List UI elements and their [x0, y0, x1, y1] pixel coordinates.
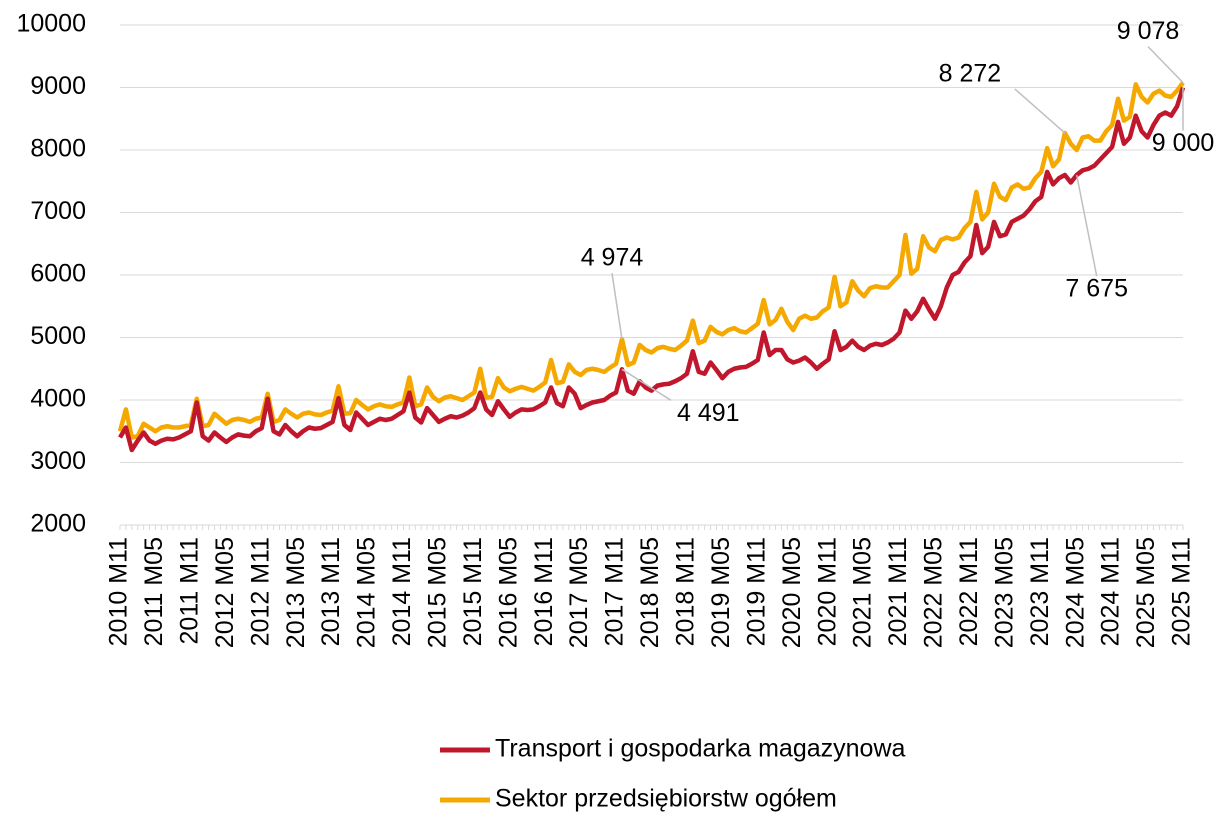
x-tick-label: 2017 M05: [565, 537, 593, 648]
y-tick-label: 3000: [30, 447, 86, 475]
x-tick-label: 2023 M11: [1026, 537, 1054, 646]
x-tick-label: 2024 M11: [1097, 537, 1125, 646]
x-tick-label: 2016 M11: [530, 537, 558, 646]
x-tick-label: 2013 M11: [317, 537, 345, 646]
x-tick-label: 2014 M05: [353, 537, 381, 648]
y-tick-label: 10000: [16, 10, 86, 38]
x-tick-label: 2011 M11: [175, 537, 203, 644]
x-tick-label: 2025 M05: [1132, 537, 1160, 648]
x-tick-label: 2013 M05: [282, 537, 310, 648]
x-tick-label: 2012 M05: [211, 537, 239, 648]
data-label: 4 491: [677, 399, 740, 427]
x-tick-label: 2010 M11: [105, 537, 133, 646]
y-tick-label: 4000: [30, 385, 86, 413]
x-tick-label: 2021 M05: [849, 537, 877, 648]
leader-line: [1147, 46, 1184, 84]
series-line: [117, 81, 1185, 440]
x-tick-label: 2020 M05: [778, 537, 806, 648]
x-tick-label: 2022 M05: [920, 537, 948, 648]
x-tick-label: 2016 M05: [494, 537, 522, 648]
data-label: 9 078: [1117, 17, 1180, 45]
x-tick-label: 2022 M11: [955, 537, 983, 646]
x-tick-label: 2024 M05: [1061, 537, 1089, 648]
x-tick-label: 2018 M05: [636, 537, 664, 648]
data-label: 7 675: [1065, 275, 1128, 303]
x-tick-label: 2019 M05: [707, 537, 735, 648]
y-tick-label: 5000: [30, 322, 86, 350]
legend-label: Sektor przedsiębiorstw ogółem: [495, 785, 837, 813]
series-line: [118, 86, 1186, 453]
x-tick-label: 2017 M11: [601, 537, 629, 646]
y-tick-label: 9000: [30, 72, 86, 100]
data-label: 8 272: [939, 60, 1002, 88]
leader-line: [621, 368, 672, 401]
x-tick-label: 2018 M11: [672, 537, 700, 646]
y-tick-label: 6000: [30, 260, 86, 288]
x-tick-label: 2011 M05: [140, 537, 168, 646]
y-tick-label: 7000: [30, 197, 86, 225]
legend-label: Transport i gospodarka magazynowa: [495, 735, 905, 763]
x-tick-label: 2014 M11: [388, 537, 416, 646]
x-tick-label: 2023 M05: [990, 537, 1018, 648]
data-label: 9 000: [1152, 129, 1215, 157]
leader-line: [1075, 174, 1098, 277]
leader-line: [1014, 88, 1066, 134]
x-tick-label: 2020 M11: [813, 537, 841, 646]
x-tick-label: 2015 M05: [424, 537, 452, 648]
x-tick-label: 2019 M11: [742, 537, 770, 646]
leader-line: [611, 273, 623, 340]
data-label: 4 974: [581, 244, 644, 272]
y-tick-label: 8000: [30, 135, 86, 163]
x-tick-label: 2021 M11: [884, 537, 912, 646]
x-tick-label: 2025 M11: [1168, 537, 1196, 646]
x-tick-label: 2015 M11: [459, 537, 487, 646]
y-tick-label: 2000: [30, 510, 86, 538]
x-tick-label: 2012 M11: [246, 537, 274, 646]
